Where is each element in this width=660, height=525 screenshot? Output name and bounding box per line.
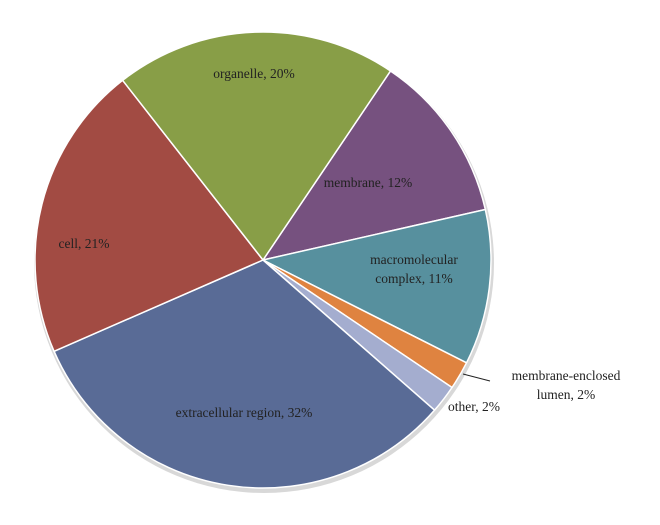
slice-cell [34, 79, 264, 353]
label-membrane-enclosed-lumen-line1: membrane-enclosed [512, 368, 621, 383]
label-extracellular-region: extracellular region, 32% [176, 405, 313, 420]
label-membrane: membrane, 12% [324, 175, 412, 190]
pie-slices [34, 31, 494, 493]
slice-membrane [262, 70, 487, 261]
label-other: other, 2% [448, 399, 500, 414]
label-membrane-enclosed-lumen-line2: lumen, 2% [537, 387, 596, 402]
label-macromolecular-complex-line2: complex, 11% [375, 271, 452, 286]
slice-extracellular-region [53, 259, 436, 489]
slice-labels: organelle, 20% membrane, 12% cell, 21% m… [59, 66, 621, 420]
label-organelle: organelle, 20% [213, 66, 294, 81]
slice-macromolecular-complex [262, 208, 492, 364]
slice-organelle [121, 31, 392, 261]
label-macromolecular-complex-line1: macromolecular [370, 252, 458, 267]
label-cell: cell, 21% [59, 236, 110, 251]
leader-line-membrane-enclosed-lumen [462, 373, 491, 382]
